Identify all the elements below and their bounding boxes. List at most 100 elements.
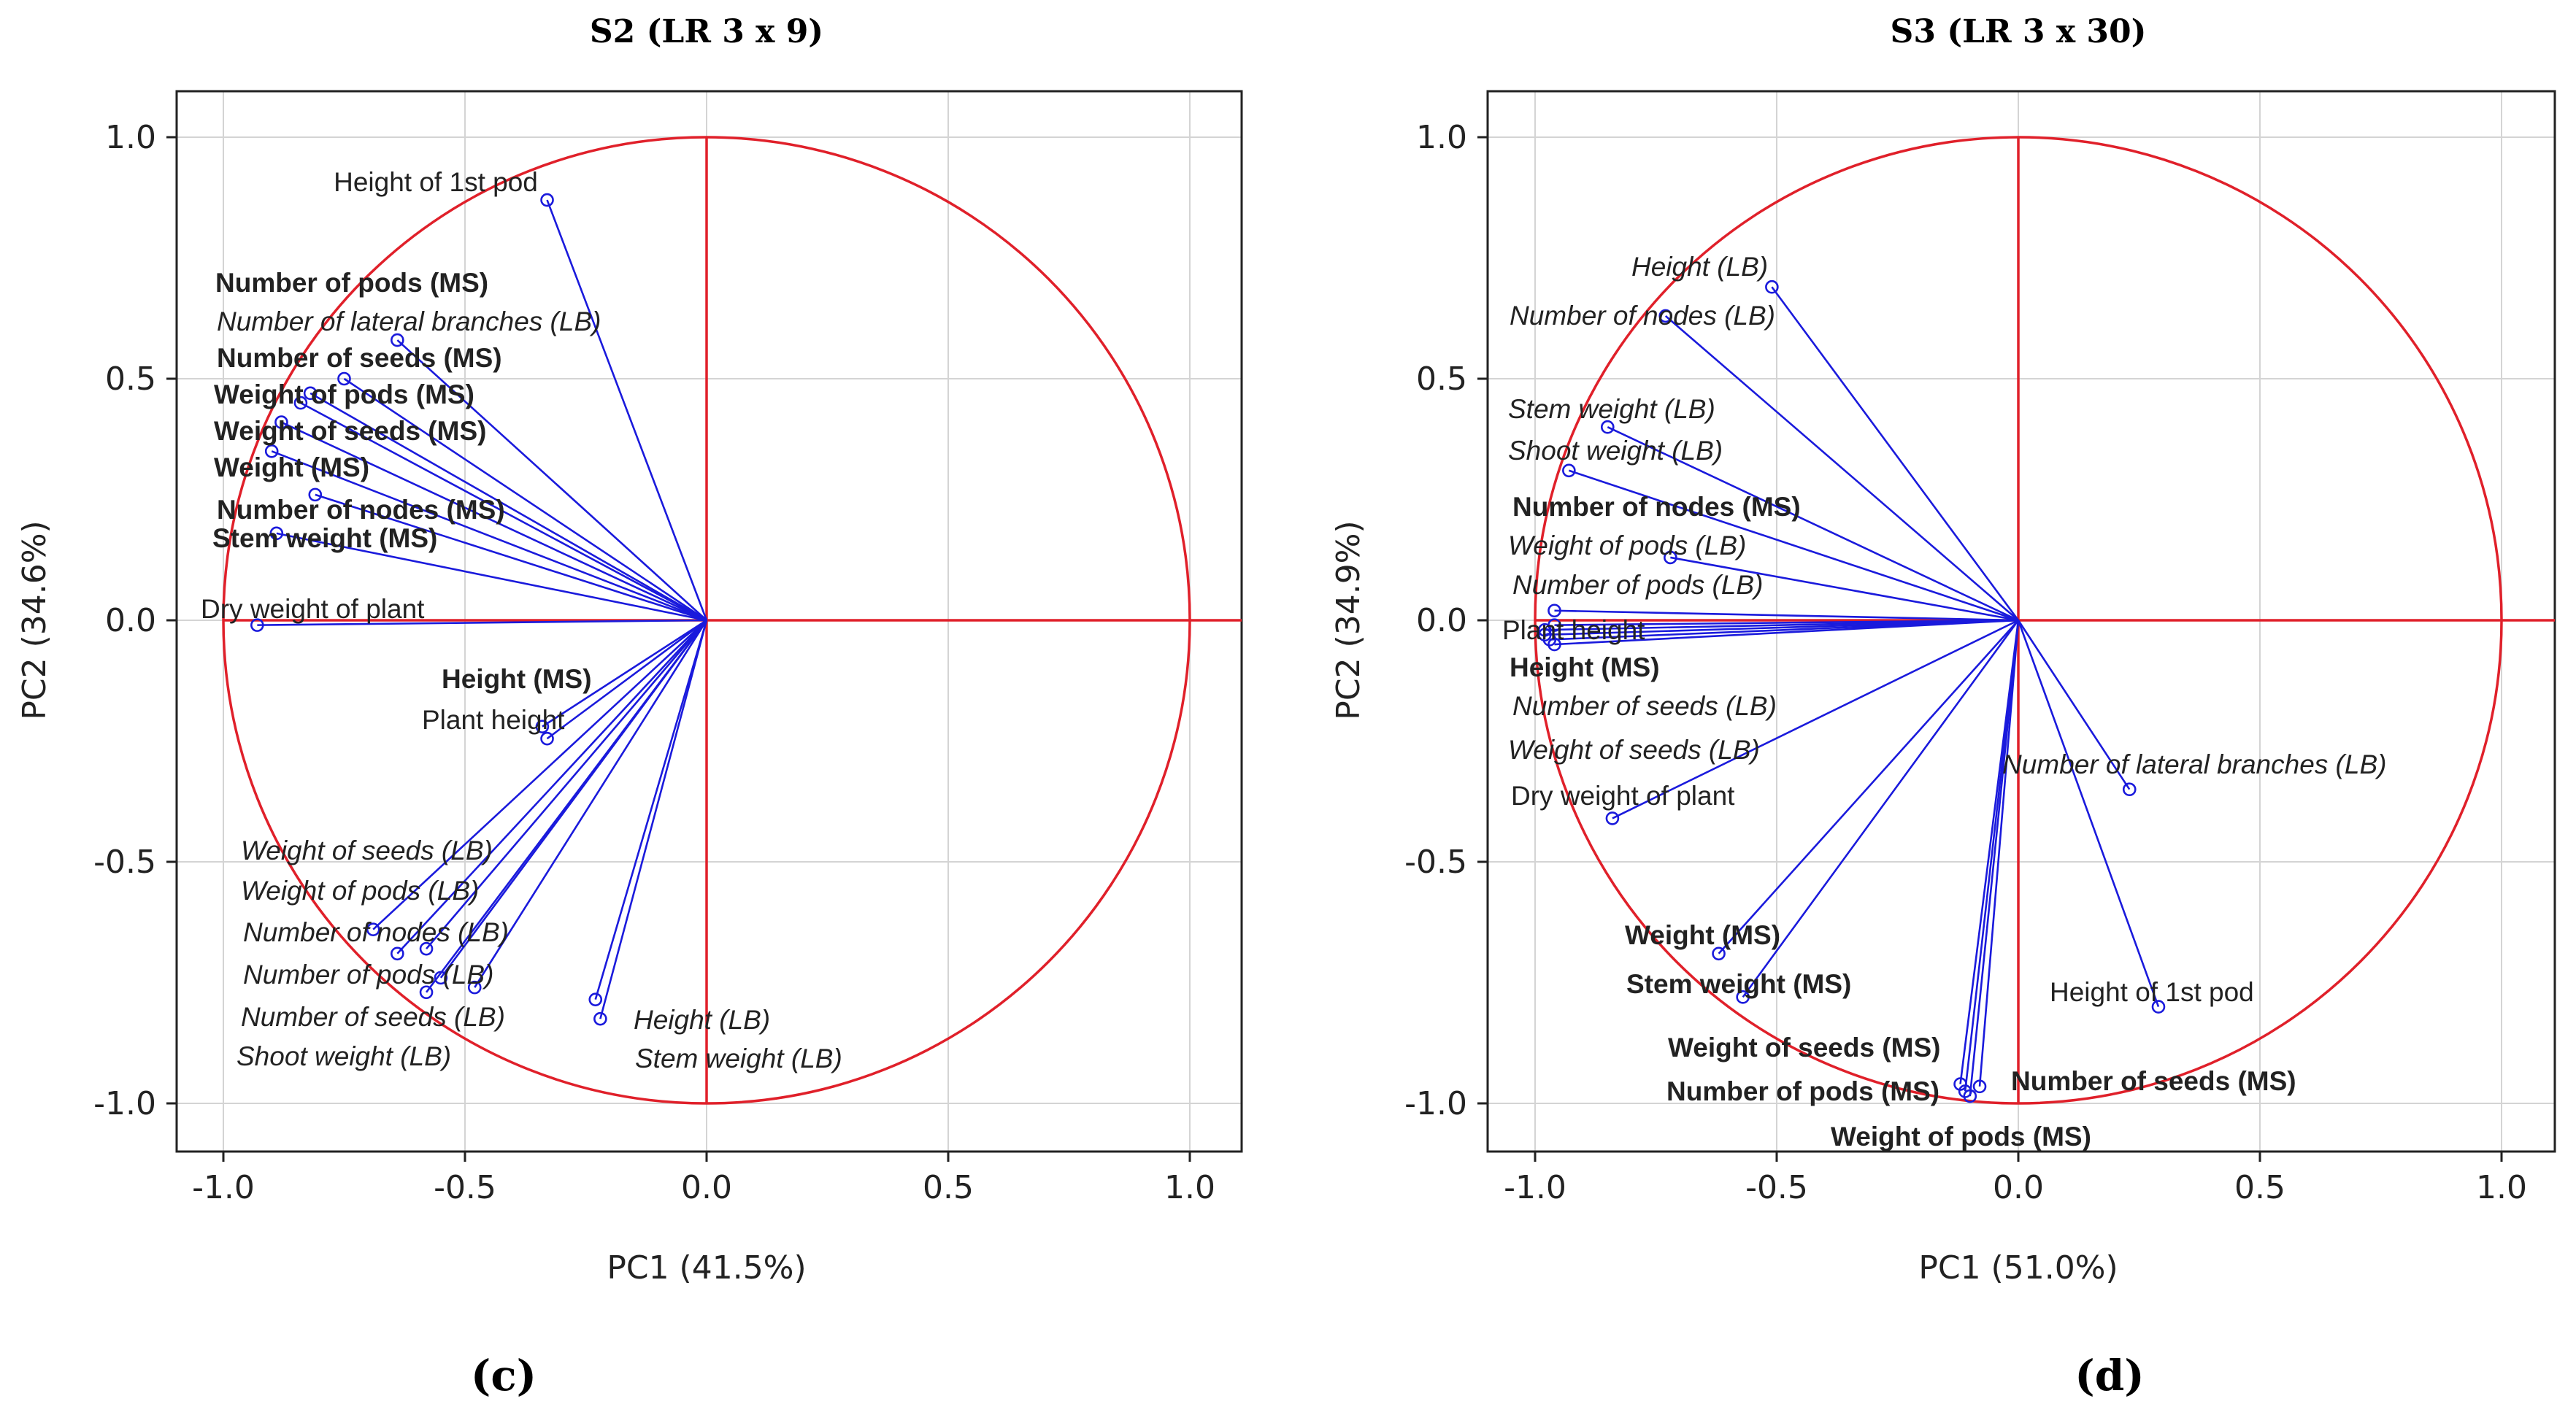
y-tick-label: 0.0 bbox=[1416, 602, 1467, 639]
point-label: Number of nodes (MS) bbox=[217, 495, 505, 525]
loading-vector bbox=[300, 401, 707, 622]
point-label: Number of seeds (MS) bbox=[2011, 1066, 2296, 1096]
loading-point bbox=[293, 396, 308, 410]
loading-point bbox=[1765, 279, 1779, 294]
x-tick-label: -1.0 bbox=[1504, 1169, 1566, 1206]
point-label: Number of seeds (MS) bbox=[217, 343, 502, 373]
point-label: Plant height bbox=[1502, 615, 1645, 645]
point-label: Weight of pods (LB) bbox=[1508, 531, 1746, 560]
point-label: Height of 1st pod bbox=[334, 167, 538, 197]
loading-point bbox=[467, 980, 482, 995]
x-axis-label: PC1 (41.5%) bbox=[607, 1249, 806, 1287]
point-label: Weight of pods (LB) bbox=[241, 876, 479, 906]
point-label: Number of seeds (LB) bbox=[241, 1002, 505, 1032]
loading-point bbox=[540, 731, 554, 746]
x-tick-label: -0.5 bbox=[434, 1169, 496, 1206]
point-label: Height (MS) bbox=[1510, 652, 1660, 682]
point-label: Weight of seeds (LB) bbox=[241, 836, 493, 865]
loading-point bbox=[1963, 1089, 1977, 1103]
loading-vector bbox=[1554, 609, 2019, 622]
loading-vector bbox=[1612, 619, 2019, 820]
x-tick-label: 1.0 bbox=[1164, 1169, 1215, 1206]
loading-vector bbox=[1545, 619, 2019, 636]
point-label: Stem weight (LB) bbox=[635, 1044, 842, 1073]
y-tick-label: -0.5 bbox=[1404, 844, 1467, 881]
y-tick-label: -1.0 bbox=[1404, 1085, 1467, 1122]
loading-vector bbox=[542, 619, 707, 728]
point-label: Number of nodes (MS) bbox=[1512, 492, 1801, 522]
loading-point bbox=[535, 720, 550, 733]
x-tick-label: 0.0 bbox=[1993, 1169, 2044, 1206]
loading-vector bbox=[546, 199, 708, 621]
loading-vector bbox=[474, 620, 708, 988]
point-label: Stem weight (LB) bbox=[1508, 394, 1715, 424]
x-tick-label: -0.5 bbox=[1745, 1169, 1808, 1206]
point-label: Number of lateral branches (LB) bbox=[217, 306, 601, 336]
loading-vector bbox=[309, 392, 707, 622]
loading-vector bbox=[1978, 620, 2020, 1087]
loading-vector bbox=[343, 377, 707, 622]
point-label: Plant height bbox=[422, 705, 565, 735]
loading-point bbox=[593, 1011, 607, 1026]
loading-point bbox=[1562, 463, 1576, 478]
point-label: Stem weight (MS) bbox=[212, 523, 437, 553]
y-tick-label: 1.0 bbox=[105, 119, 156, 156]
loading-vector bbox=[396, 339, 707, 621]
chart-title: S3 (LR 3 x 30) bbox=[1891, 13, 2147, 50]
loading-vector bbox=[1718, 620, 2019, 955]
loading-point bbox=[269, 526, 284, 541]
panel-label: (c) bbox=[471, 1351, 537, 1400]
point-label: Weight of pods (MS) bbox=[1831, 1122, 2091, 1152]
loading-point bbox=[1712, 946, 1726, 961]
loading-vector bbox=[280, 421, 707, 622]
loading-point bbox=[1547, 603, 1561, 618]
loading-vector bbox=[271, 450, 707, 622]
loading-point bbox=[391, 946, 404, 961]
point-label: Height (LB) bbox=[634, 1005, 770, 1035]
loading-point bbox=[1537, 628, 1552, 642]
point-label: Number of pods (LB) bbox=[243, 960, 493, 990]
point-label: Number of nodes (LB) bbox=[243, 917, 509, 947]
loading-vector bbox=[1664, 315, 2019, 621]
point-label: Weight (MS) bbox=[214, 452, 369, 482]
point-label: Weight of seeds (MS) bbox=[214, 416, 486, 446]
point-label: Height (MS) bbox=[442, 664, 592, 694]
x-tick-label: -1.0 bbox=[192, 1169, 255, 1206]
loading-vector bbox=[315, 493, 707, 622]
loading-point bbox=[1664, 550, 1677, 565]
loading-vector bbox=[1670, 556, 2019, 622]
point-label: Weight of seeds (LB) bbox=[1508, 735, 1760, 765]
x-tick-label: 0.5 bbox=[2234, 1169, 2285, 1206]
loading-point bbox=[303, 386, 318, 401]
loading-vector bbox=[599, 620, 708, 1019]
loading-vector bbox=[1554, 619, 2019, 646]
y-tick-label: 0.5 bbox=[105, 360, 156, 398]
panel-label: (d) bbox=[2075, 1351, 2144, 1400]
loading-vector bbox=[426, 620, 707, 950]
panel-d: -1.0 -0.5 0.0 0.5 1.0 -1.0 -0.5 0.0 0.5 1.0 Height… bbox=[1330, 13, 2556, 1400]
loading-point bbox=[1605, 811, 1620, 825]
point-label: Height of 1st pod bbox=[2050, 977, 2254, 1007]
x-tick-label: 0.0 bbox=[681, 1169, 732, 1206]
loading-vector bbox=[546, 619, 707, 740]
point-label: Height (LB) bbox=[1631, 252, 1768, 282]
loading-point bbox=[1972, 1079, 1987, 1094]
point-label: Shoot weight (LB) bbox=[1508, 436, 1723, 466]
point-label: Number of pods (MS) bbox=[215, 268, 488, 298]
point-label: Number of nodes (LB) bbox=[1510, 301, 1775, 331]
point-label: Stem weight (MS) bbox=[1626, 969, 1851, 999]
loading-vector bbox=[257, 619, 707, 626]
point-label: Shoot weight (LB) bbox=[237, 1041, 451, 1071]
y-tick-label: 0.0 bbox=[105, 602, 156, 639]
loading-point bbox=[308, 487, 323, 502]
loading-point bbox=[419, 941, 434, 956]
x-tick-label: 1.0 bbox=[2476, 1169, 2527, 1206]
y-axis-label: PC2 (34.6%) bbox=[16, 520, 53, 720]
point-label: Number of lateral branches (LB) bbox=[2002, 749, 2386, 779]
loading-vector bbox=[372, 620, 707, 930]
loading-vector bbox=[396, 620, 707, 955]
loading-point bbox=[419, 985, 434, 1000]
loading-vector bbox=[1742, 620, 2020, 998]
point-label: Number of pods (LB) bbox=[1512, 570, 1763, 600]
